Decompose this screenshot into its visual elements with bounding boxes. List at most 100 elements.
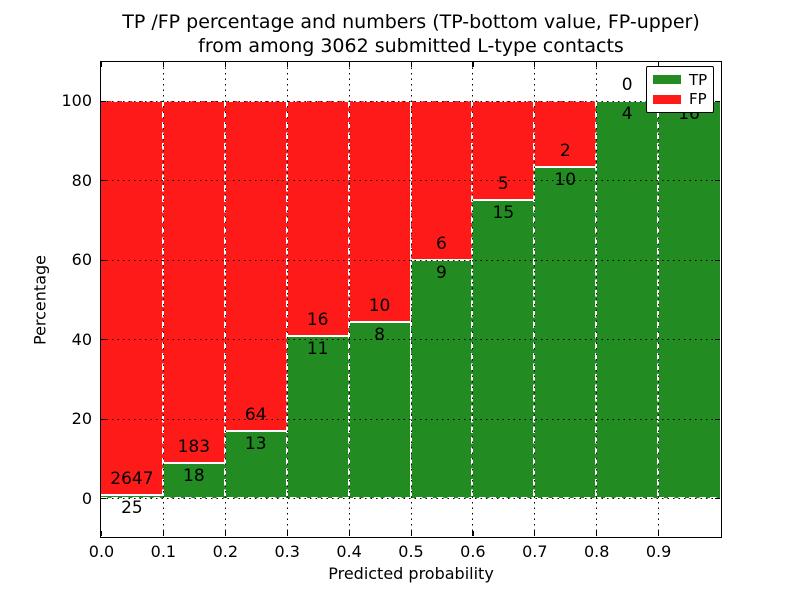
fp-count-label: 64	[244, 405, 267, 426]
legend-label: FP	[689, 90, 707, 109]
gridline-vertical	[410, 62, 412, 536]
y-tick-mark	[715, 498, 720, 500]
x-tick-mark	[472, 531, 474, 536]
legend: TP FP	[646, 66, 714, 113]
bar-segment-tp	[658, 100, 720, 499]
x-tick-mark	[224, 531, 226, 536]
y-tick-mark	[101, 498, 106, 500]
bar-segment-fp	[410, 100, 473, 260]
y-tick-label: 80	[71, 170, 92, 190]
y-tick-mark	[101, 180, 106, 182]
x-tick-mark	[162, 531, 165, 536]
chart-title-line1: TP /FP percentage and numbers (TP-bottom…	[122, 11, 700, 33]
gridline-vertical	[286, 62, 288, 536]
tp-count-label: 13	[244, 434, 267, 455]
y-tick-label: 40	[71, 329, 92, 349]
x-tick-mark	[410, 531, 412, 536]
x-tick-label: 0.0	[88, 542, 115, 561]
gridline-vertical	[658, 62, 660, 536]
x-tick-mark	[224, 62, 226, 67]
x-tick-mark	[348, 62, 350, 67]
bar-segment-tp	[410, 259, 473, 499]
y-tick-mark	[715, 259, 720, 261]
tp-count-label: 9	[436, 262, 447, 283]
bar-segment-fp	[472, 100, 535, 201]
x-tick-mark	[472, 62, 474, 67]
legend-label: TP	[689, 70, 708, 89]
chart-title: TP /FP percentage and numbers (TP-bottom…	[89, 10, 733, 58]
fp-count-label: 2	[559, 141, 571, 161]
x-tick-label: 0.5	[398, 542, 424, 561]
y-tick-mark	[715, 418, 720, 420]
x-tick-label: 0.1	[150, 542, 177, 561]
x-tick-label: 0.6	[460, 542, 486, 561]
bar-segment-fp	[286, 100, 349, 337]
tp-count-label: 4	[621, 103, 633, 124]
y-tick-mark	[715, 180, 720, 182]
x-tick-mark	[101, 62, 103, 67]
x-tick-mark	[162, 62, 165, 67]
legend-entry: TP	[653, 71, 707, 89]
fp-count-label: 0	[621, 74, 633, 95]
plot-area: 26472518318641316111086951521004016	[100, 61, 722, 538]
tp-segment-top-edge	[534, 166, 597, 168]
y-tick-mark	[101, 339, 106, 341]
bar-segment-fp	[224, 100, 287, 432]
x-tick-mark	[596, 62, 598, 67]
x-tick-label: 0.4	[336, 542, 362, 561]
x-tick-label: 0.8	[583, 542, 610, 561]
gridline-vertical	[224, 62, 226, 536]
fp-count-label: 5	[497, 174, 509, 195]
bar-segment-fp	[162, 100, 225, 463]
y-tick-mark	[101, 259, 106, 261]
tp-count-label: 8	[374, 324, 385, 345]
x-tick-mark	[658, 62, 660, 67]
x-tick-mark	[348, 531, 350, 536]
tp-segment-top-edge	[286, 335, 349, 338]
tp-count-label: 15	[492, 203, 515, 224]
x-tick-mark	[286, 531, 288, 536]
y-tick-mark	[715, 100, 720, 102]
gridline-vertical	[472, 62, 474, 536]
tp-segment-top-edge	[348, 320, 411, 323]
fp-count-label: 6	[436, 233, 447, 254]
tp-segment-top-edge	[472, 199, 535, 202]
legend-entry: FP	[653, 90, 707, 108]
bar-segment-tp	[472, 200, 535, 499]
legend-swatch-tp	[653, 75, 681, 85]
plot-canvas: 26472518318641316111086951521004016	[101, 62, 721, 537]
tp-segment-top-edge	[224, 430, 287, 433]
bar-segment-fp	[101, 100, 163, 495]
bar-segment-tp	[596, 100, 659, 499]
y-tick-label: 100	[61, 91, 92, 111]
y-tick-mark	[715, 339, 720, 341]
legend-swatch-fp	[653, 94, 681, 104]
y-tick-mark	[101, 418, 106, 420]
gridline-vertical	[534, 62, 536, 536]
tp-count-label: 25	[121, 497, 143, 518]
x-tick-mark	[596, 531, 598, 536]
x-tick-mark	[410, 62, 412, 67]
gridline-vertical	[348, 62, 350, 536]
bar-segment-tp	[534, 167, 597, 499]
bar-segment-tp	[224, 431, 287, 499]
tp-segment-top-edge	[101, 493, 163, 496]
tp-count-label: 11	[306, 339, 329, 360]
x-tick-mark	[101, 531, 103, 536]
bar-segment-tp	[286, 336, 349, 499]
x-tick-mark	[534, 62, 536, 67]
tp-count-label: 18	[183, 465, 205, 486]
gridline-vertical	[596, 62, 598, 536]
gridline-vertical	[162, 62, 164, 536]
chart-title-line2: from among 3062 submitted L-type contact…	[198, 35, 624, 57]
tp-count-label: 10	[554, 170, 577, 190]
y-tick-mark	[101, 100, 106, 102]
fp-count-label: 16	[306, 310, 329, 331]
x-axis-label: Predicted probability	[328, 564, 494, 583]
x-tick-label: 0.2	[212, 542, 239, 561]
x-tick-mark	[658, 531, 660, 536]
bar-segment-tp	[348, 321, 411, 499]
x-tick-mark	[286, 62, 288, 67]
x-tick-label: 0.9	[645, 542, 672, 561]
